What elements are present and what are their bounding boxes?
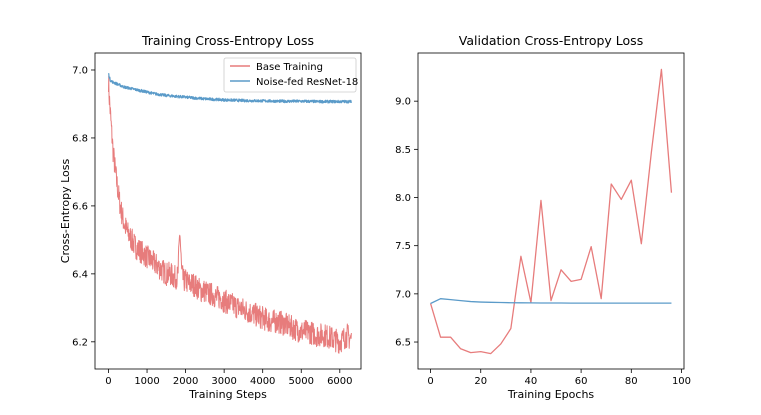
y-tick-label-validation: 7.5	[395, 241, 411, 252]
validation-loss-chart: Validation Cross-Entropy Loss 0 20 40 60 80 1…	[395, 33, 691, 401]
x-tick-label-training: 6000	[327, 376, 352, 387]
validation-series-lines	[429, 68, 673, 355]
x-tick-label-validation: 40	[525, 376, 538, 387]
x-tick-label-validation: 0	[427, 376, 433, 387]
y-tick-label-training: 7.0	[72, 65, 88, 76]
plot-frame-training	[94, 52, 362, 370]
y-tick-label-training: 6.6	[72, 201, 88, 212]
x-ticks-validation: 0 20 40 60 80 100	[427, 369, 691, 387]
y-tick-label-validation: 6.5	[395, 338, 411, 349]
x-tick-label-validation: 60	[575, 376, 588, 387]
training-loss-chart: Training Cross-Entropy Loss 0 1000 2000 300…	[59, 33, 362, 401]
x-tick-label-validation: 80	[625, 376, 638, 387]
x-tick-label-training: 1000	[134, 376, 159, 387]
chart-title-validation: Validation Cross-Entropy Loss	[459, 33, 643, 48]
y-axis-label-training: Cross-Entropy Loss	[59, 158, 72, 263]
x-tick-label-validation: 100	[672, 376, 691, 387]
legend-box	[223, 57, 357, 93]
x-tick-label-training: 2000	[173, 376, 198, 387]
y-tick-label-validation: 8.5	[395, 145, 411, 156]
y-ticks-training: 6.2 6.4 6.6 6.8 7.0	[72, 65, 95, 348]
y-tick-label-validation: 9.0	[395, 97, 411, 108]
series-line-noise-fed-resnet18	[108, 73, 352, 104]
y-tick-label-training: 6.4	[72, 269, 88, 280]
y-ticks-validation: 6.5 7.0 7.5 8.0 8.5 9.0	[395, 97, 418, 349]
x-axis-label-validation: Training Epochs	[507, 388, 595, 401]
x-axis-label-training: Training Steps	[188, 388, 267, 401]
legend-label-base-training: Base Training	[256, 62, 323, 73]
x-tick-label-training: 3000	[211, 376, 236, 387]
y-tick-label-training: 6.8	[72, 133, 88, 144]
y-tick-label-validation: 7.0	[395, 289, 411, 300]
series-line-base-training	[429, 68, 673, 355]
x-tick-label-validation: 20	[474, 376, 487, 387]
x-ticks-training: 0 1000 2000 3000 4000 5000 6000	[105, 369, 353, 387]
series-line-noise-fed-resnet18	[430, 298, 672, 305]
x-tick-label-training: 5000	[289, 376, 314, 387]
legend-label-noise-fed-resnet18: Noise-fed ResNet-18	[256, 77, 358, 88]
training-series-lines	[107, 73, 352, 354]
series-line-base-training	[107, 75, 352, 354]
x-tick-label-training: 4000	[250, 376, 275, 387]
y-tick-label-training: 6.2	[72, 337, 88, 348]
plot-frame-validation	[417, 52, 685, 370]
y-tick-label-validation: 8.0	[395, 193, 411, 204]
x-tick-label-training: 0	[105, 376, 111, 387]
chart-title-training: Training Cross-Entropy Loss	[141, 33, 314, 48]
legend: Base Training Noise-fed ResNet-18	[223, 57, 358, 93]
